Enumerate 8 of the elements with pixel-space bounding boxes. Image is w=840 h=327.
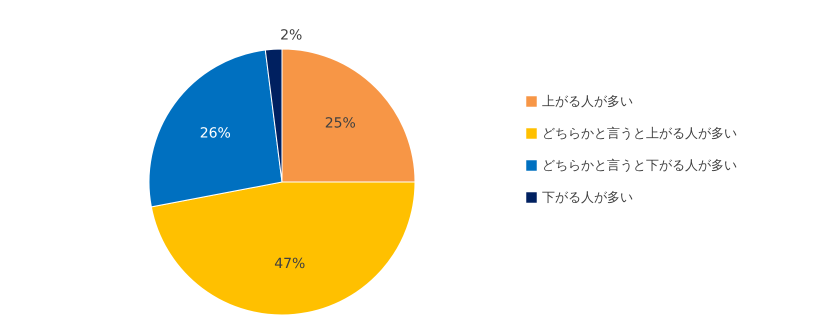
legend-label: どちらかと言うと下がる人が多い bbox=[542, 158, 737, 174]
data-label: 2% bbox=[280, 27, 302, 44]
legend-label: どちらかと言うと上がる人が多い bbox=[542, 126, 737, 142]
legend-label: 下がる人が多い bbox=[542, 190, 633, 206]
data-label: 26% bbox=[200, 126, 231, 142]
data-label: 25% bbox=[324, 116, 356, 132]
data-label: 47% bbox=[274, 256, 306, 272]
legend-label: 上がる人が多い bbox=[542, 94, 633, 110]
